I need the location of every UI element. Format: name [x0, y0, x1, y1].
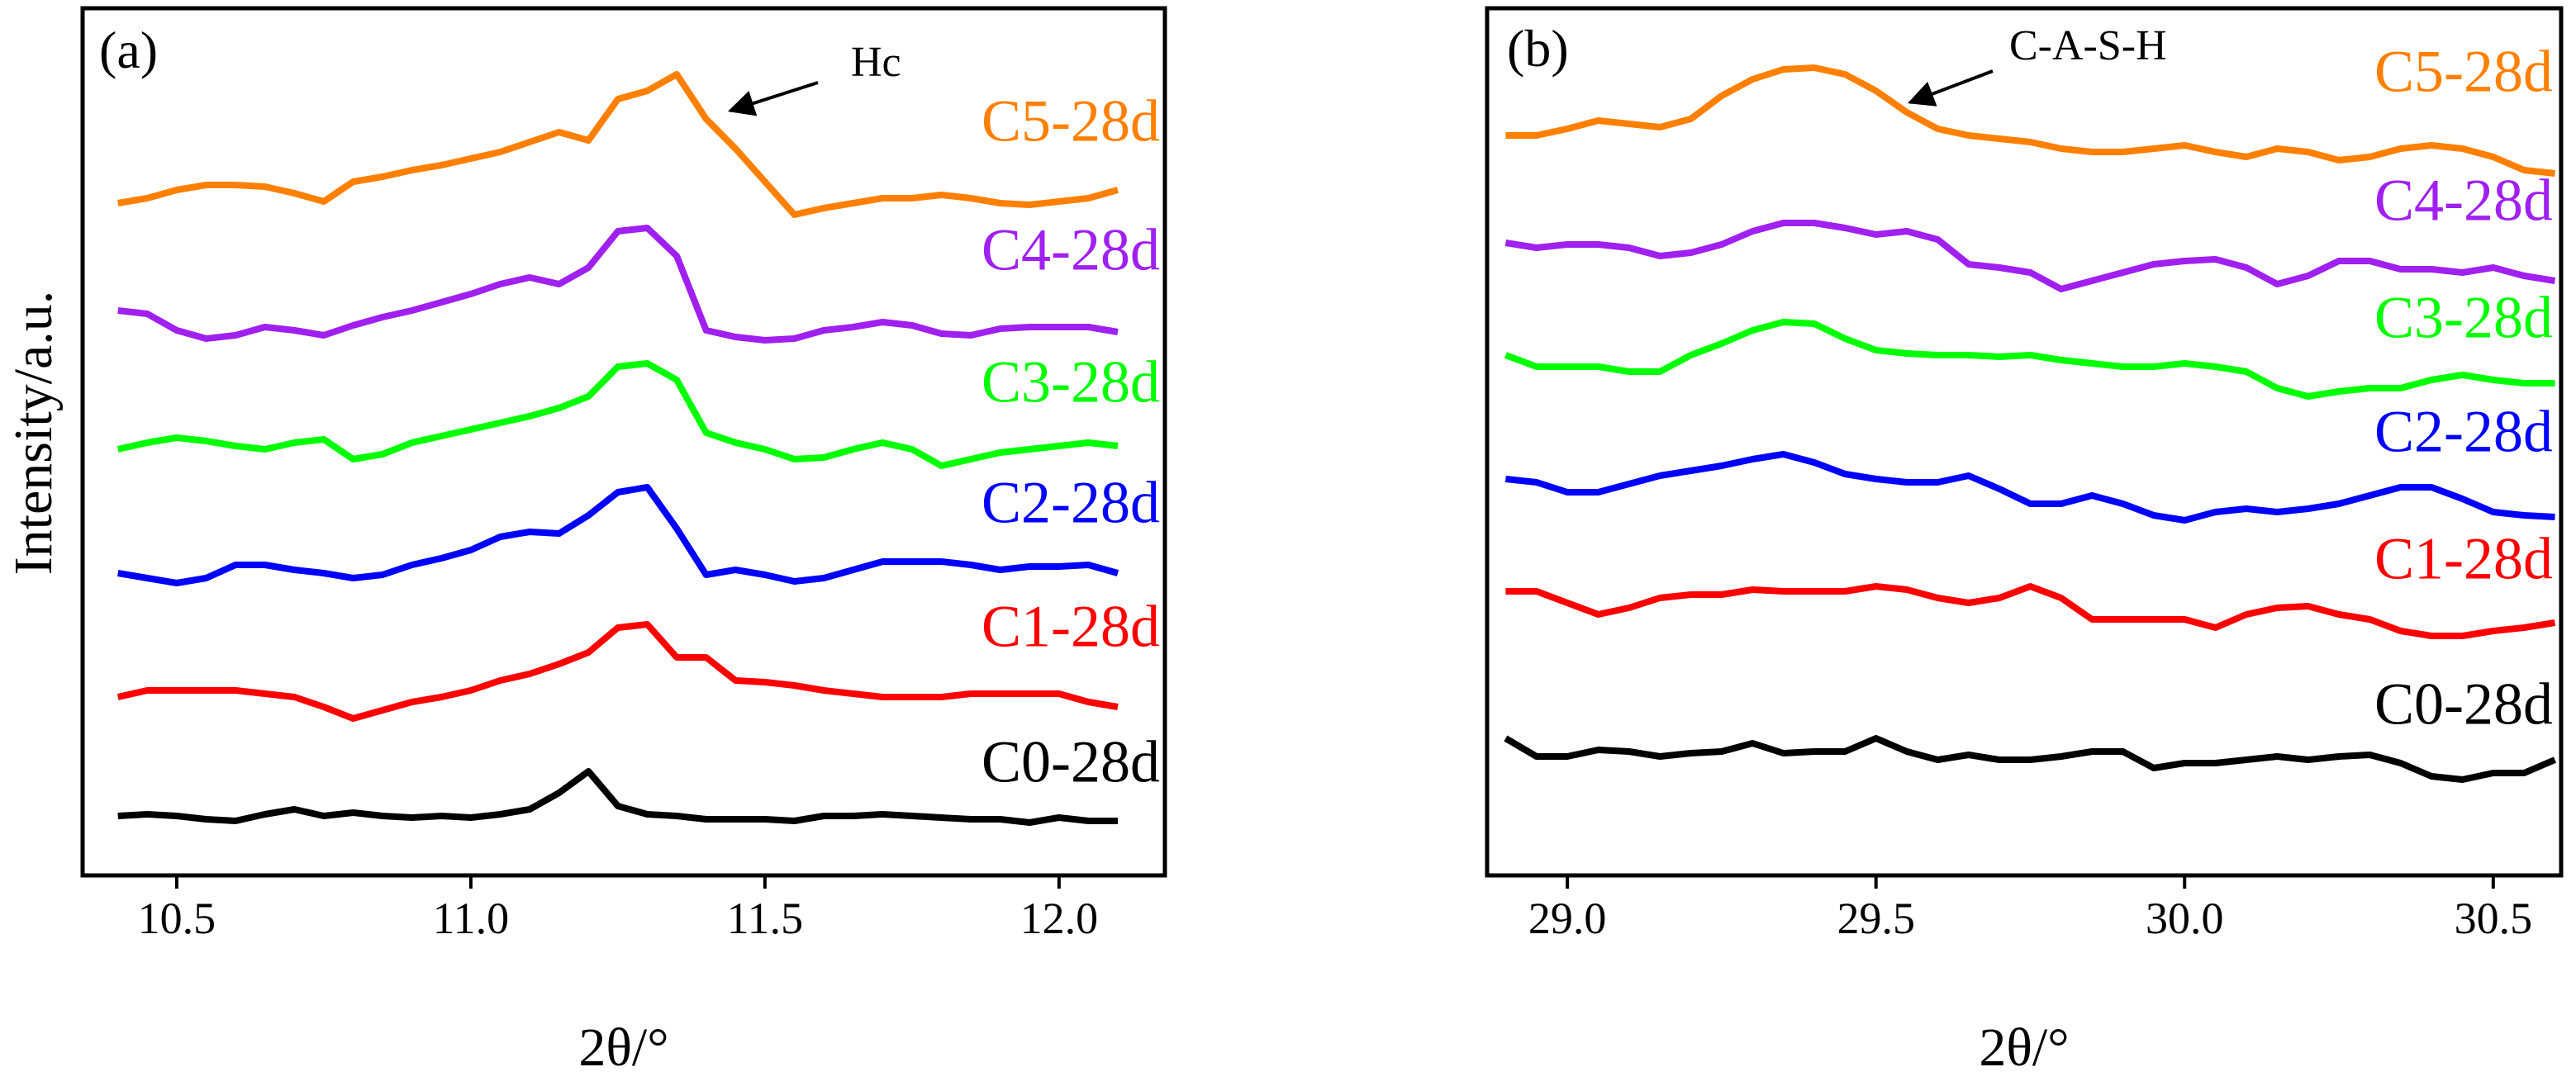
x-tick-label: 30.0: [2146, 894, 2224, 943]
x-tick-label: 30.5: [2455, 894, 2533, 943]
plot-frame: [80, 6, 1167, 878]
x-axis-label: 2θ/°: [1979, 1017, 2069, 1078]
series-line: [117, 768, 1118, 826]
annotation-arrow: [727, 81, 819, 116]
y-axis-label: Intensity/a.u.: [3, 291, 64, 576]
x-tick-label: 12.0: [1020, 894, 1099, 943]
series-label: C1-28d: [2374, 526, 2553, 592]
series-line: [1504, 319, 2555, 400]
series-label: C5-28d: [981, 88, 1160, 154]
series-line: [117, 484, 1119, 586]
series-line: [117, 225, 1119, 344]
series-label: C2-28d: [981, 470, 1160, 536]
x-tick-label: 11.5: [727, 894, 804, 943]
series-line: [1505, 583, 2556, 639]
series-line: [1505, 64, 2555, 177]
series-label: C4-28d: [2374, 168, 2553, 234]
x-tick-label: 29.5: [1837, 894, 1915, 943]
series-label: C3-28d: [2374, 285, 2553, 351]
annotation: Hc: [851, 39, 901, 86]
x-axis-label: 2θ/°: [578, 1017, 668, 1078]
series-line: [117, 71, 1119, 218]
series-line: [1504, 451, 2555, 524]
series-label: C3-28d: [981, 349, 1160, 415]
x-tick-label: 11.0: [433, 894, 510, 943]
panel-title: (b): [1507, 19, 1569, 78]
series-line: [116, 621, 1119, 722]
series-label: C2-28d: [2374, 399, 2553, 465]
series-label: C4-28d: [981, 217, 1160, 283]
series-label: C5-28d: [2374, 39, 2553, 105]
x-tick-label: 29.0: [1528, 894, 1607, 943]
series-label: C0-28d: [981, 729, 1160, 795]
x-tick-label: 10.5: [138, 894, 216, 943]
annotation-arrow: [1908, 69, 1994, 107]
panel-title: (a): [99, 21, 158, 79]
series-line: [116, 360, 1119, 469]
series-label: C0-28d: [2374, 671, 2553, 737]
series-line: [1504, 220, 2556, 292]
plot-frame: [1485, 6, 2564, 878]
series-line: [1504, 735, 2557, 783]
series-label: C1-28d: [981, 594, 1160, 660]
annotation: C-A-S-H: [2009, 22, 2167, 69]
